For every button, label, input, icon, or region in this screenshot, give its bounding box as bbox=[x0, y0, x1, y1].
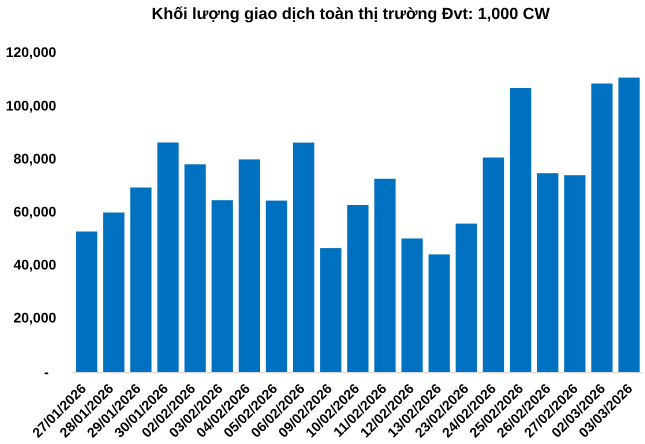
svg-text:80,000: 80,000 bbox=[13, 150, 56, 166]
svg-text:60,000: 60,000 bbox=[13, 204, 56, 220]
svg-text:100,000: 100,000 bbox=[6, 97, 57, 113]
svg-text:40,000: 40,000 bbox=[13, 257, 56, 273]
svg-text:Khối lượng giao dịch toàn thị: Khối lượng giao dịch toàn thị trường Đvt… bbox=[152, 5, 551, 23]
svg-text:120,000: 120,000 bbox=[6, 44, 57, 60]
svg-text:20,000: 20,000 bbox=[13, 310, 56, 326]
svg-text:-: - bbox=[44, 364, 49, 380]
